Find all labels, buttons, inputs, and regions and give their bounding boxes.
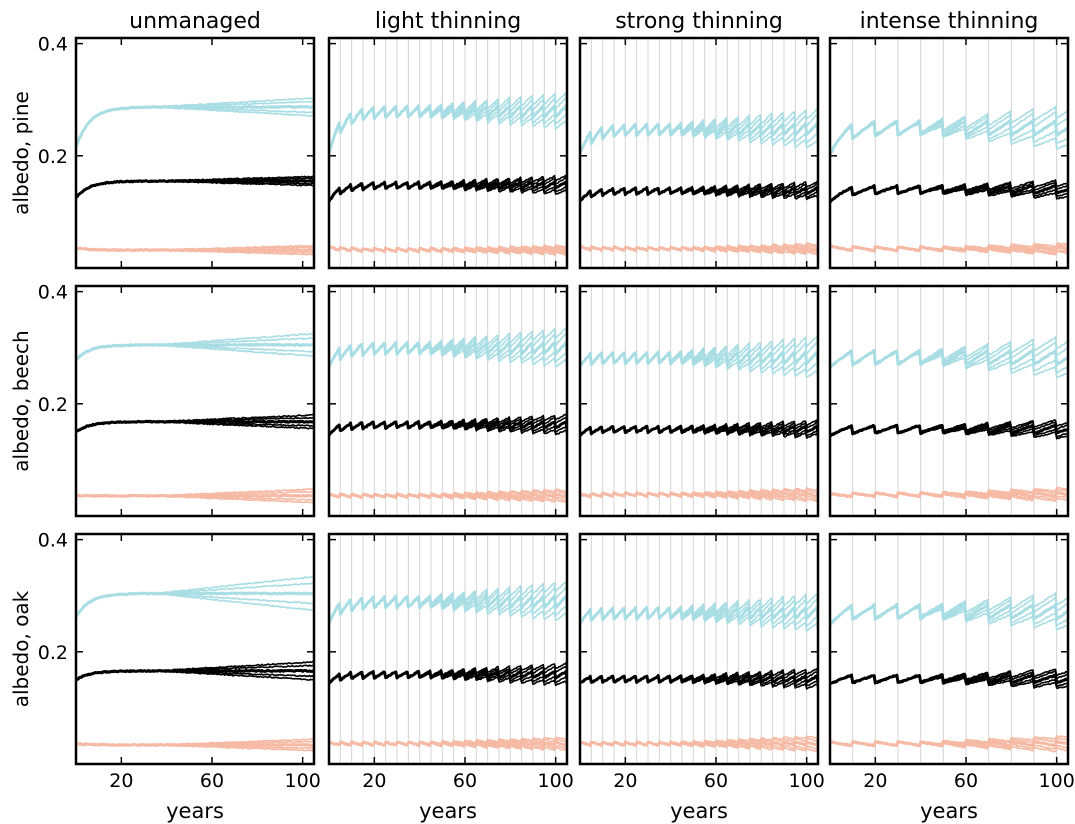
upper-series-line [76, 105, 314, 148]
middle-series-line [830, 425, 1068, 440]
lower-series-line [580, 741, 818, 752]
panel-frame [327, 36, 569, 270]
y-tick-label: 0.4 [38, 34, 68, 56]
x-axis-label: years [670, 799, 728, 823]
x-tick-label: 100 [285, 770, 321, 792]
middle-series-line [830, 675, 1068, 690]
middle-series-line [830, 183, 1068, 204]
x-tick-label: 20 [863, 770, 887, 792]
upper-series-line [329, 342, 567, 369]
upper-series-line [76, 343, 314, 361]
panel-frame [578, 36, 820, 270]
upper-series-line [830, 351, 1068, 379]
middle-series-line [76, 420, 314, 434]
x-tick-label: 100 [538, 770, 574, 792]
column-title: unmanaged [129, 9, 261, 34]
lower-series-line [329, 741, 567, 752]
upper-series-line [76, 592, 314, 618]
panel-frame [578, 532, 820, 766]
x-tick-label: 100 [789, 770, 825, 792]
column-title: light thinning [375, 9, 521, 34]
y-tick-label: 0.4 [38, 530, 68, 552]
column-title: intense thinning [860, 9, 1039, 34]
upper-series-line [830, 602, 1068, 627]
middle-series-line [329, 671, 567, 687]
y-tick-label: 0.4 [38, 282, 68, 304]
panel-frame [828, 36, 1070, 270]
upper-series-line [580, 352, 818, 379]
row-label: albedo, beech [9, 330, 33, 471]
upper-series-line [580, 607, 818, 632]
x-tick-label: 60 [954, 770, 978, 792]
x-tick-label: 20 [613, 770, 637, 792]
x-tick-label: 20 [109, 770, 133, 792]
lower-series-line [76, 246, 314, 256]
row-label: albedo, oak [9, 590, 33, 707]
panel-frame [828, 532, 1070, 766]
upper-series-line [76, 97, 314, 148]
middle-series-line [76, 669, 314, 682]
x-axis-label: years [920, 799, 978, 823]
x-tick-label: 60 [704, 770, 728, 792]
x-axis-label: years [166, 799, 224, 823]
x-tick-label: 60 [200, 770, 224, 792]
panel-frame [327, 532, 569, 766]
panel-frame [828, 284, 1070, 518]
middle-series-line [830, 185, 1068, 202]
panel-frame [578, 284, 820, 518]
upper-series-line [329, 597, 567, 623]
upper-series-line [830, 605, 1068, 631]
upper-series-line [76, 592, 314, 618]
middle-series-line [580, 187, 818, 202]
x-tick-label: 60 [453, 770, 477, 792]
upper-series-line [76, 105, 314, 148]
lower-series-line [76, 742, 314, 752]
column-title: strong thinning [615, 9, 783, 34]
upper-series-line [580, 123, 818, 153]
x-tick-label: 20 [362, 770, 386, 792]
y-tick-label: 0.2 [38, 146, 68, 168]
middle-series-line [580, 425, 818, 439]
lower-series-line [580, 245, 818, 256]
panel-frame [74, 284, 316, 518]
middle-series-line [329, 182, 567, 202]
panel-frame [74, 36, 316, 270]
upper-series-line [830, 121, 1068, 154]
lower-series-line [329, 245, 567, 257]
y-tick-label: 0.2 [38, 642, 68, 664]
row-label: albedo, pine [9, 91, 33, 215]
middle-series-line [76, 179, 314, 199]
lower-series-line [830, 741, 1068, 753]
upper-series-line [329, 106, 567, 153]
upper-series-line [329, 92, 567, 153]
lower-series-line [830, 491, 1068, 502]
lower-series-line [580, 492, 818, 503]
x-tick-label: 100 [1039, 770, 1075, 792]
lower-series-line [329, 493, 567, 503]
panel-frame [74, 532, 316, 766]
middle-series-line [580, 675, 818, 690]
y-tick-label: 0.2 [38, 394, 68, 416]
lower-series-line [830, 245, 1068, 256]
panel-frame [327, 284, 569, 518]
x-axis-label: years [419, 799, 477, 823]
lower-series-line [76, 494, 314, 504]
middle-series-line [329, 421, 567, 436]
